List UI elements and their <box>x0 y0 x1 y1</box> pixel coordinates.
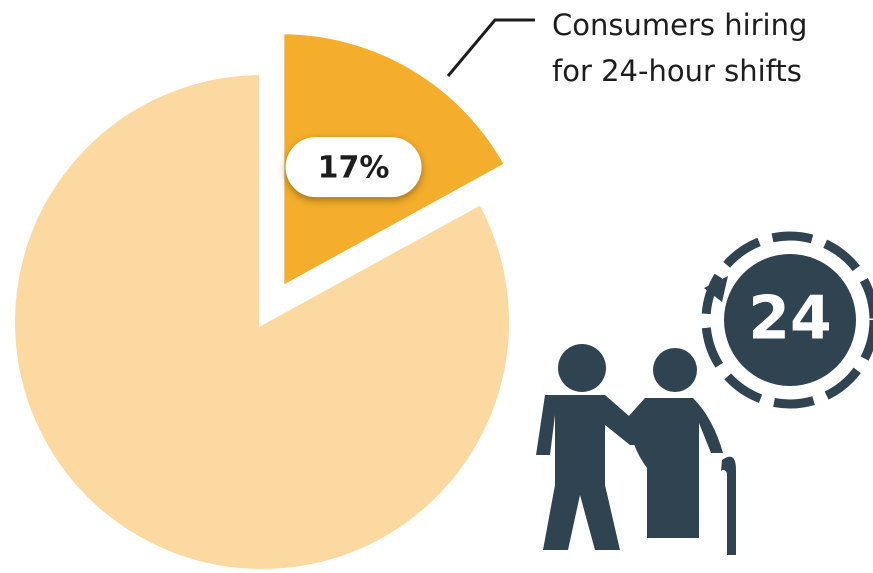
callout-line <box>446 18 535 77</box>
caregiver-icon: 24 <box>536 231 873 555</box>
value-label: 17% <box>318 151 390 186</box>
pie-slice <box>9 68 515 573</box>
elder-body <box>627 398 723 538</box>
cane <box>721 456 736 555</box>
pie: 17% <box>9 28 515 573</box>
elder-head <box>653 348 697 392</box>
clock-arrow <box>704 276 728 302</box>
clock-ring <box>701 231 873 409</box>
person-head <box>558 344 606 392</box>
value-label-pill <box>285 137 422 198</box>
clock-face <box>724 254 856 386</box>
slice-label: Consumers hiring for 24-hour shifts <box>552 8 808 88</box>
clock-text: 24 <box>748 284 832 354</box>
